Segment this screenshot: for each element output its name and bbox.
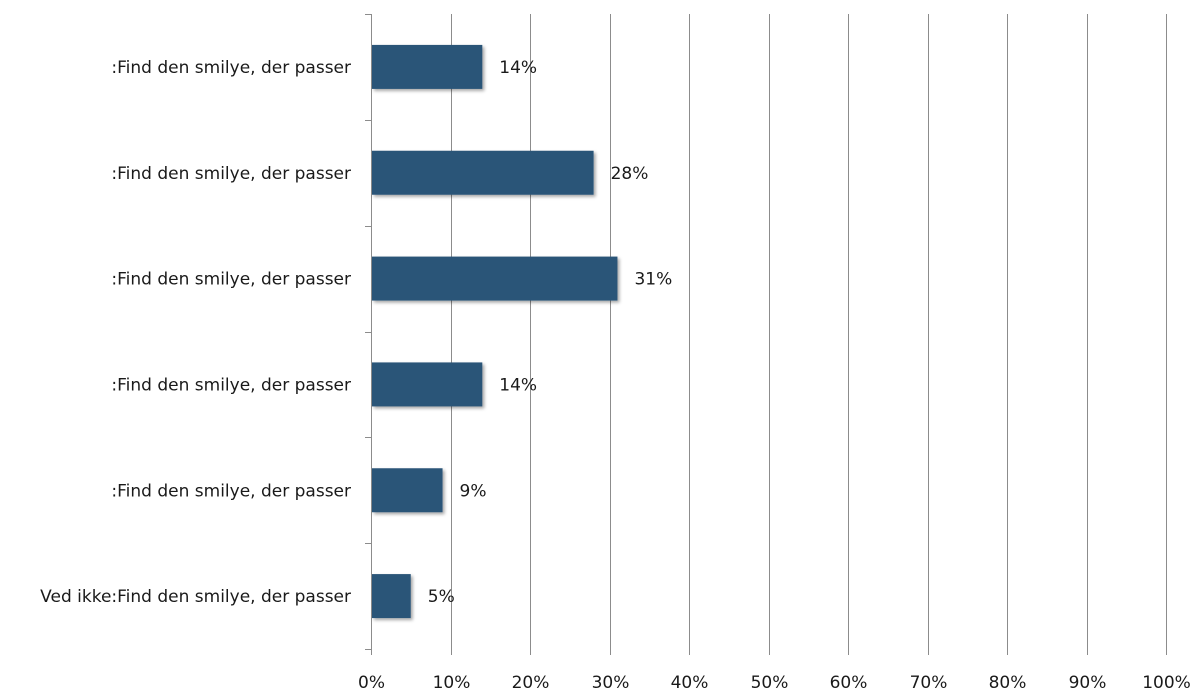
- x-tick-label: 0%: [358, 673, 385, 693]
- data-label: 14%: [499, 375, 537, 395]
- data-label: 14%: [499, 58, 537, 78]
- category-label: Ved ikke:Find den smilye, der passer: [40, 587, 351, 607]
- gridlines: [451, 14, 1167, 649]
- x-tick-label: 10%: [433, 673, 471, 693]
- data-label: 9%: [460, 481, 487, 501]
- labels: 0% 10% 20% 30% 40% 50% 60% 70% 80% 90% 100% 14% :Fin…: [40, 58, 1191, 693]
- x-tick-label: 60%: [830, 673, 868, 693]
- bar: [372, 150, 594, 195]
- category-label: :Find den smilye, der passer: [111, 58, 351, 78]
- x-tick-label: 30%: [592, 673, 630, 693]
- x-tick-label: 20%: [512, 673, 550, 693]
- data-label: 31%: [634, 270, 672, 290]
- x-tick-label: 80%: [989, 673, 1027, 693]
- category-label: :Find den smilye, der passer: [111, 481, 351, 501]
- category-label: :Find den smilye, der passer: [111, 164, 351, 184]
- category-label: :Find den smilye, der passer: [111, 270, 351, 290]
- x-tick-label: 40%: [671, 673, 709, 693]
- bar: [372, 362, 483, 407]
- bar: [372, 44, 483, 89]
- axes: [365, 14, 1167, 655]
- x-tick-label: 100%: [1142, 673, 1191, 693]
- x-tick-label: 70%: [910, 673, 948, 693]
- bar: [372, 256, 618, 301]
- bars: [372, 44, 618, 619]
- category-label: :Find den smilye, der passer: [111, 375, 351, 395]
- x-tick-label: 50%: [751, 673, 789, 693]
- bar: [372, 574, 411, 619]
- x-tick-label: 90%: [1069, 673, 1107, 693]
- data-label: 5%: [428, 587, 455, 607]
- data-label: 28%: [611, 164, 649, 184]
- bar: [372, 468, 443, 513]
